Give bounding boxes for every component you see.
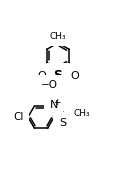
Text: O: O — [69, 71, 78, 81]
Text: −O: −O — [41, 80, 58, 90]
Text: N: N — [49, 100, 57, 110]
Text: CH₃: CH₃ — [49, 32, 66, 41]
Text: CH₃: CH₃ — [73, 110, 89, 119]
Text: O: O — [37, 71, 46, 81]
Text: +: + — [53, 98, 60, 107]
Text: S: S — [58, 118, 66, 128]
Text: S: S — [53, 69, 62, 82]
Text: Cl: Cl — [13, 112, 23, 122]
